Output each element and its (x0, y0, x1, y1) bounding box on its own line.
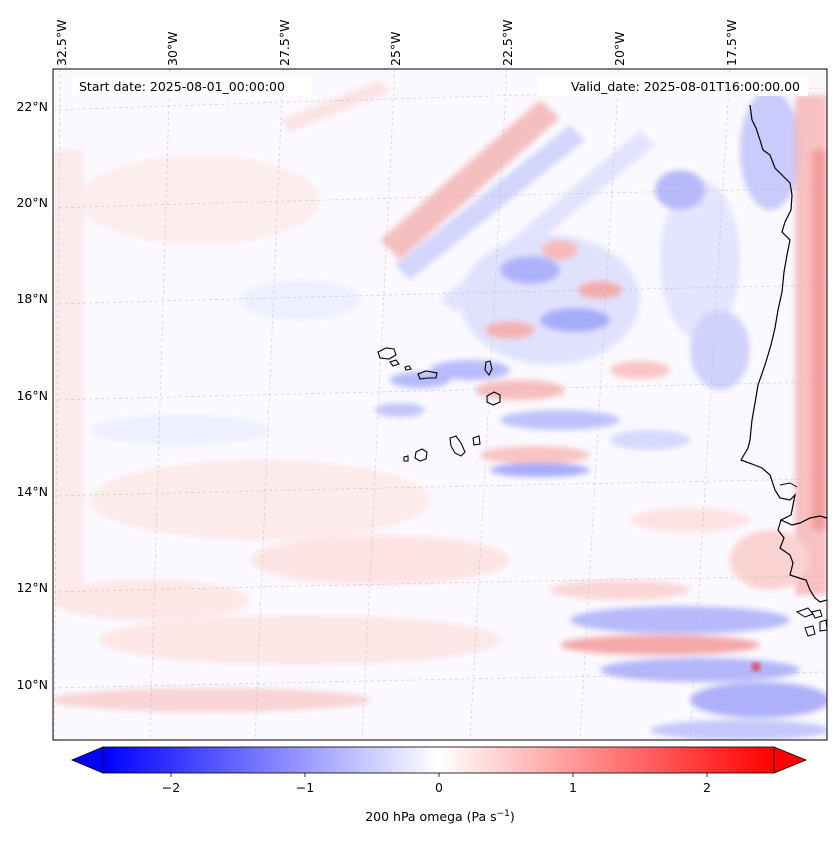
island-santiago (449, 435, 466, 457)
lat-label: 20°N (16, 195, 48, 210)
african-coastline (740, 104, 827, 603)
omega-maximum-spot (752, 663, 760, 671)
coastline-islands (795, 607, 827, 637)
island-sao-nicolau (417, 370, 438, 380)
lon-label: 17.5°W (724, 20, 739, 66)
omega-field-shading (53, 80, 827, 740)
island-sal (484, 360, 493, 377)
map-panel (53, 69, 827, 740)
colorbar-max-extension (773, 746, 808, 774)
lat-label: 22°N (16, 99, 48, 114)
island-santo-antao (377, 347, 397, 360)
lat-label: 16°N (16, 388, 48, 403)
colorbar-min-extension (70, 746, 104, 774)
coastline-inlet (779, 482, 798, 488)
lon-label: 30°W (165, 31, 180, 66)
longitude-labels: 32.5°W 30°W 27.5°W 25°W 22.5°W 20°W 17.5… (54, 20, 739, 66)
colorbar-tick-label: 1 (569, 780, 577, 795)
island-fogo (414, 448, 428, 462)
lat-label: 10°N (16, 677, 48, 692)
colorbar-tick-label: −1 (296, 780, 314, 795)
colorbar-tick-label: 2 (703, 780, 711, 795)
lat-label: 18°N (16, 291, 48, 306)
lon-label: 22.5°W (500, 20, 515, 66)
cape-verde-islands (377, 347, 501, 462)
colorbar-tick-label: −2 (162, 780, 180, 795)
colorbar-label: 200 hPa omega (Pa s−1) (365, 809, 515, 824)
latitude-labels: 22°N 20°N 18°N 16°N 14°N 12°N 10°N (16, 99, 48, 692)
valid-date-box (538, 76, 808, 96)
lon-label: 25°W (388, 31, 403, 66)
colorbar: −2 −1 0 1 2 200 hPa omega (Pa s−1) (70, 746, 808, 824)
colorbar-label-exponent: −1 (497, 809, 510, 819)
colorbar-label-main: 200 hPa omega (Pa s (365, 809, 496, 824)
lat-label: 12°N (16, 580, 48, 595)
lon-label: 27.5°W (277, 20, 292, 66)
colorbar-ticks (170, 773, 708, 777)
colorbar-gradient (102, 746, 775, 774)
island-santa-luzia (404, 365, 412, 371)
map-frame (52, 68, 828, 741)
start-date-label: Start date: 2025-08-01_00:00:00 (79, 79, 285, 94)
colorbar-tick-label: 0 (435, 780, 443, 795)
gridlines (53, 69, 827, 740)
start-date-box (72, 76, 312, 96)
island-maio (472, 435, 481, 446)
lon-label: 20°W (612, 31, 627, 66)
island-boa-vista (486, 391, 501, 406)
lat-label: 14°N (16, 484, 48, 499)
colorbar-label-end: ) (510, 809, 515, 824)
island-brava (403, 455, 409, 462)
valid-date-label: Valid_date: 2025-08-01T16:00:00.00 (571, 79, 800, 94)
lon-label: 32.5°W (54, 20, 69, 66)
island-sao-vicente (389, 359, 400, 367)
